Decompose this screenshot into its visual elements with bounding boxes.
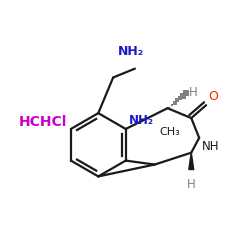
- Text: NH₂: NH₂: [129, 114, 154, 126]
- Polygon shape: [189, 153, 194, 170]
- Text: H: H: [189, 86, 198, 99]
- Text: HCHCl: HCHCl: [19, 115, 68, 129]
- Text: NH: NH: [202, 140, 220, 153]
- Text: NH₂: NH₂: [118, 45, 144, 58]
- Text: O: O: [208, 90, 218, 103]
- Text: CH₃: CH₃: [160, 127, 180, 137]
- Text: H: H: [187, 178, 196, 192]
